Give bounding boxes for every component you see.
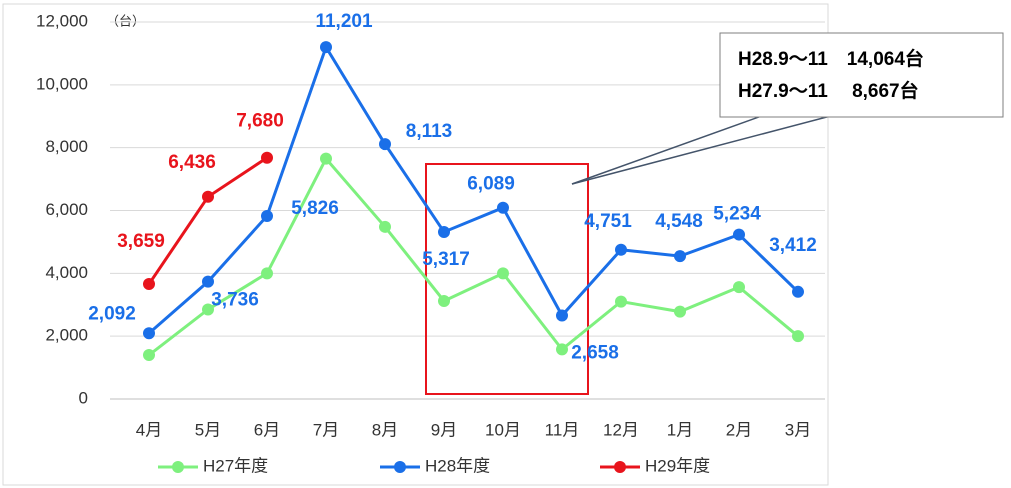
data-point (143, 327, 155, 340)
annotation-text: H27.9～11 8,667台 (738, 79, 919, 102)
data-label: 3,736 (211, 290, 259, 311)
chart-frame (2, 3, 829, 486)
callout-line (571, 112, 771, 185)
data-label: 2,658 (571, 343, 619, 364)
y-tick-label: 8,000 (45, 137, 88, 156)
data-label: 5,317 (422, 249, 470, 270)
x-tick-label: 12月 (603, 420, 639, 439)
data-point (320, 152, 332, 165)
x-tick-label: 8月 (372, 420, 398, 439)
data-point (556, 309, 568, 322)
x-tick-label: 9月 (431, 420, 457, 439)
series-line (148, 156, 799, 357)
data-point (733, 281, 745, 294)
data-point (792, 285, 804, 298)
x-tick-label: 11月 (545, 420, 580, 439)
data-point (379, 220, 391, 233)
x-tick-label: 10月 (485, 420, 521, 439)
data-label: 11,201 (315, 11, 372, 32)
data-point (792, 330, 804, 343)
data-point (261, 151, 273, 164)
data-label: 4,548 (655, 211, 703, 232)
legend-marker (614, 461, 626, 473)
series-line (148, 43, 800, 335)
data-point (320, 41, 332, 54)
data-point (615, 295, 627, 308)
x-tick-label: 4月 (136, 420, 162, 439)
x-tick-label: 6月 (254, 420, 280, 439)
data-label: 3,412 (769, 235, 817, 256)
x-tick-label: 3月 (785, 420, 811, 439)
y-tick-label: 2,000 (45, 326, 88, 345)
data-point (615, 243, 627, 256)
data-point (497, 201, 509, 214)
data-point (438, 294, 450, 307)
data-point (556, 343, 568, 356)
annotation-text: H28.9～11 14,064台 (738, 47, 924, 70)
data-label: 5,826 (291, 198, 339, 219)
data-point (143, 349, 155, 362)
x-tick-label: 2月 (726, 420, 752, 439)
legend-marker (172, 461, 184, 473)
data-label: 5,234 (713, 204, 761, 225)
data-point (143, 278, 155, 291)
legend-label: H27年度 (203, 456, 268, 475)
data-point (674, 250, 686, 263)
y-tick-label: 6,000 (45, 200, 88, 219)
data-label: 2,092 (88, 303, 136, 324)
data-point (202, 275, 214, 288)
data-label: 6,436 (168, 152, 216, 173)
data-point (497, 267, 509, 280)
annotation-box (719, 32, 1004, 118)
y-tick-label: 4,000 (45, 263, 88, 282)
legend-label: H28年度 (425, 456, 490, 475)
callout-line (571, 112, 843, 185)
y-tick-label: 12,000 (36, 11, 88, 30)
legend-label: H29年度 (645, 456, 710, 475)
data-label: 6,089 (467, 174, 515, 195)
data-point (438, 225, 450, 238)
data-point (202, 303, 214, 316)
data-label: 7,680 (236, 111, 284, 132)
y-tick-label: 0 (79, 388, 88, 407)
data-label: 3,659 (117, 231, 165, 252)
data-point (202, 190, 214, 203)
data-point (379, 138, 391, 151)
data-label: 8,113 (406, 121, 453, 142)
data-point (674, 305, 686, 318)
data-point (733, 228, 745, 241)
data-point (261, 267, 273, 280)
y-tick-label: 10,000 (36, 74, 88, 93)
data-point (261, 209, 273, 222)
x-tick-label: 1月 (667, 420, 693, 439)
legend-marker (394, 461, 406, 473)
x-tick-label: 5月 (195, 420, 221, 439)
x-tick-label: 7月 (313, 420, 339, 439)
unit-label: （台） (106, 13, 145, 28)
data-label: 4,751 (584, 211, 632, 232)
